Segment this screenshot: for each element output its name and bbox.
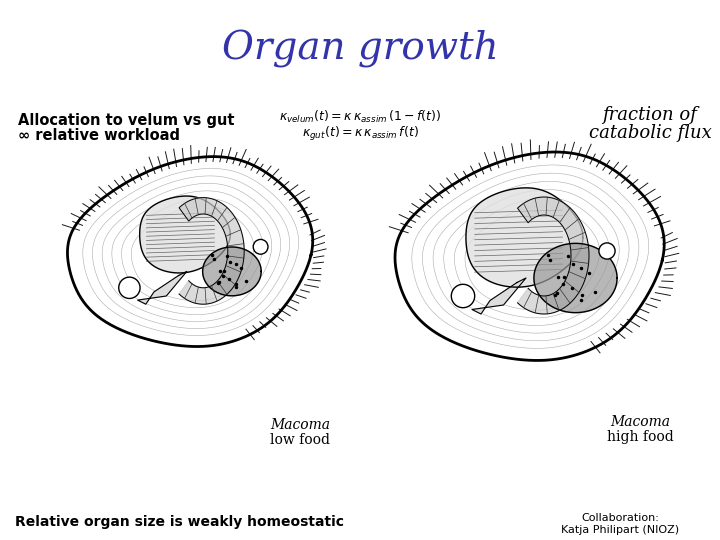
Text: Allocation to velum vs gut: Allocation to velum vs gut: [18, 112, 235, 127]
Circle shape: [119, 277, 140, 299]
Text: catabolic flux: catabolic flux: [589, 124, 711, 142]
Circle shape: [253, 239, 268, 254]
Text: ∞ relative workload: ∞ relative workload: [18, 127, 180, 143]
Polygon shape: [466, 188, 583, 287]
Text: Organ growth: Organ growth: [222, 30, 498, 68]
Text: $\kappa_{gut}(t) = \kappa\,\kappa_{assim}\,f(t)$: $\kappa_{gut}(t) = \kappa\,\kappa_{assim…: [302, 125, 418, 143]
Text: Collaboration:: Collaboration:: [581, 513, 659, 523]
Polygon shape: [138, 272, 186, 304]
Polygon shape: [140, 196, 230, 273]
Text: Macoma: Macoma: [270, 418, 330, 432]
Polygon shape: [202, 247, 261, 296]
Polygon shape: [68, 157, 312, 347]
Text: Relative organ size is weakly homeostatic: Relative organ size is weakly homeostati…: [15, 515, 344, 529]
Polygon shape: [518, 197, 589, 314]
Circle shape: [599, 243, 615, 259]
Text: high food: high food: [607, 430, 673, 444]
Text: low food: low food: [270, 433, 330, 447]
Polygon shape: [179, 198, 244, 304]
Polygon shape: [395, 152, 665, 361]
Polygon shape: [472, 278, 526, 314]
Polygon shape: [534, 244, 617, 313]
Text: $\kappa_{velum}(t) = \kappa\,\kappa_{assim}\,(1-f(t))$: $\kappa_{velum}(t) = \kappa\,\kappa_{ass…: [279, 109, 441, 125]
Text: Macoma: Macoma: [610, 415, 670, 429]
Text: Katja Philipart (NIOZ): Katja Philipart (NIOZ): [561, 525, 679, 535]
Circle shape: [451, 284, 474, 308]
Text: fraction of: fraction of: [603, 106, 698, 124]
